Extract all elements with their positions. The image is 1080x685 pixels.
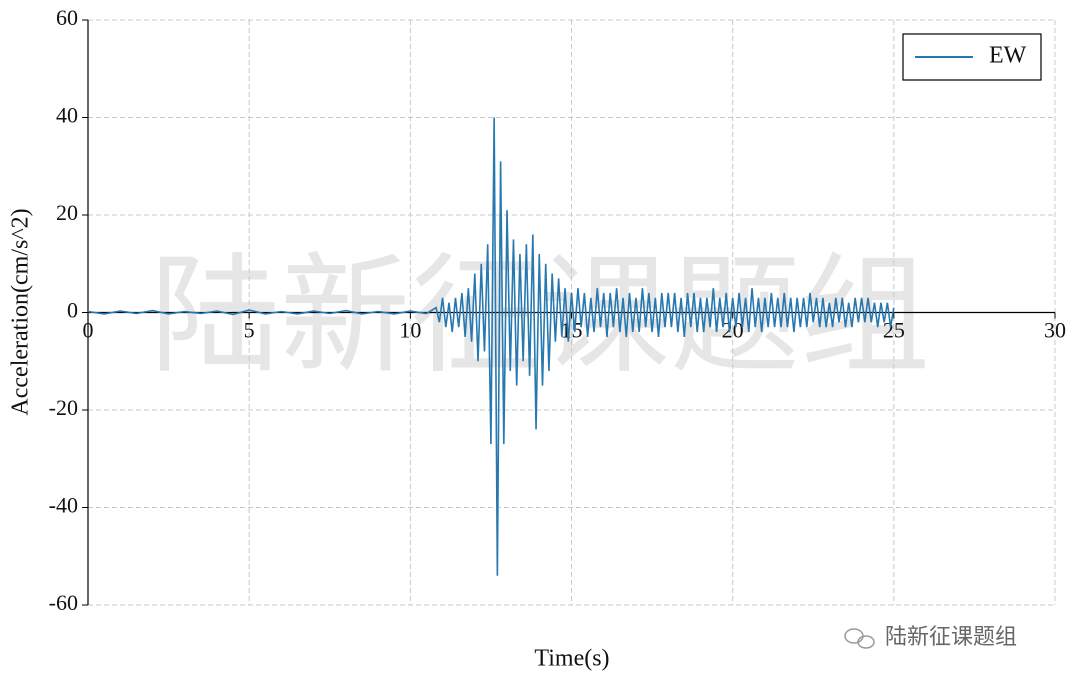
x-tick-label: 15 — [561, 318, 583, 343]
legend-label: EW — [989, 43, 1027, 69]
x-tick-label: 5 — [244, 318, 255, 343]
y-tick-label: 0 — [67, 298, 78, 323]
x-tick-label: 30 — [1044, 318, 1066, 343]
x-tick-label: 25 — [883, 318, 905, 343]
x-tick-label: 20 — [722, 318, 744, 343]
y-tick-label: 20 — [56, 200, 78, 225]
y-tick-label: 60 — [56, 5, 78, 30]
credit: 陆新征课题组 — [885, 625, 1017, 650]
credit-icon — [844, 628, 875, 649]
y-tick-label: -20 — [49, 395, 78, 420]
y-axis-label: Acceleration(cm/s^2) — [8, 208, 34, 415]
x-axis-label: Time(s) — [534, 646, 609, 672]
y-tick-label: -60 — [49, 590, 78, 615]
y-tick-label: 40 — [56, 103, 78, 128]
y-tick-label: -40 — [49, 493, 78, 518]
legend: EW — [902, 33, 1042, 81]
x-tick-label: 10 — [399, 318, 421, 343]
data-line — [87, 117, 895, 576]
